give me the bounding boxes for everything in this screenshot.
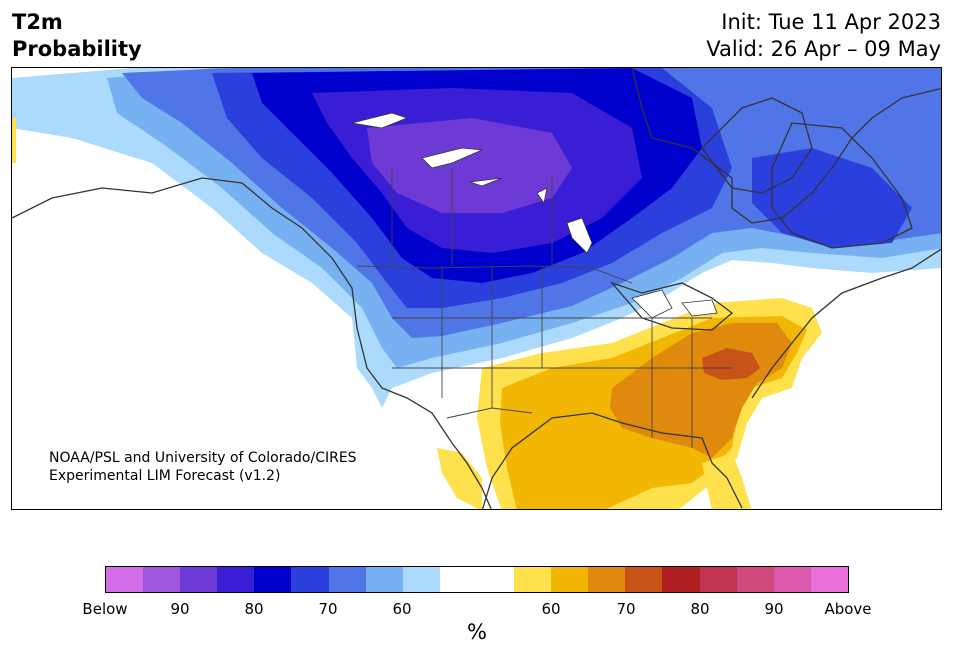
credit-line-2: Experimental LIM Forecast (v1.2) <box>49 468 281 484</box>
colorbar-segment <box>106 567 144 592</box>
map-title: T2m Probability <box>12 9 142 63</box>
cold-p75-labrador <box>752 148 912 248</box>
warm-p75-region <box>702 348 760 380</box>
warm-p60-alaska-edge <box>12 118 16 163</box>
title-line-2: Probability <box>12 37 142 61</box>
colorbar-segment <box>217 567 255 592</box>
colorbar-segment <box>736 567 774 592</box>
colorbar-segment <box>551 567 589 592</box>
colorbar-segment <box>514 567 552 592</box>
colorbar-segment <box>699 567 737 592</box>
colorbar-segment <box>328 567 366 592</box>
lakes <box>351 112 718 319</box>
colorbar-segment <box>810 567 848 592</box>
colorbar-segment <box>773 567 811 592</box>
colorbar-tick-label: Above <box>824 600 872 618</box>
colorbar-segment <box>402 567 440 592</box>
colorbar-tick-label: Below <box>82 600 128 618</box>
colorbar-tick-label: 70 <box>616 600 636 618</box>
credit-text: NOAA/PSL and University of Colorado/CIRE… <box>49 449 357 485</box>
colorbar-segment <box>180 567 218 592</box>
colorbar-segment <box>588 567 626 592</box>
forecast-map <box>11 67 942 510</box>
colorbar-tick-label: 90 <box>170 600 190 618</box>
probability-map <box>12 68 941 509</box>
colorbar-segment <box>625 567 663 592</box>
colorbar-segment <box>662 567 700 592</box>
colorbar-segment <box>143 567 181 592</box>
colorbar-tick-label: 70 <box>318 600 338 618</box>
colorbar-tick-label: 80 <box>244 600 264 618</box>
colorbar-segment <box>439 567 477 592</box>
political-borders <box>356 168 732 448</box>
colorbar-tick-label: 90 <box>764 600 784 618</box>
cold-p90-region <box>367 118 572 213</box>
title-line-1: T2m <box>12 10 63 34</box>
colorbar-segment <box>254 567 292 592</box>
colorbar-tick-label: 80 <box>690 600 710 618</box>
colorbar-tick-label: 60 <box>392 600 412 618</box>
warm-p60-florida <box>702 453 752 509</box>
valid-period: Valid: 26 Apr – 09 May <box>706 37 941 61</box>
credit-line-1: NOAA/PSL and University of Colorado/CIRE… <box>49 450 357 466</box>
warm-p60-baja <box>437 448 482 509</box>
colorbar-segment <box>476 567 515 592</box>
init-date: Init: Tue 11 Apr 2023 <box>721 10 941 34</box>
forecast-dates: Init: Tue 11 Apr 2023 Valid: 26 Apr – 09… <box>706 9 941 63</box>
colorbar-segment <box>291 567 329 592</box>
colorbar-tick-label: 60 <box>541 600 561 618</box>
colorbar-unit-label: % <box>467 620 487 644</box>
colorbar <box>105 566 849 593</box>
colorbar-segment <box>365 567 403 592</box>
